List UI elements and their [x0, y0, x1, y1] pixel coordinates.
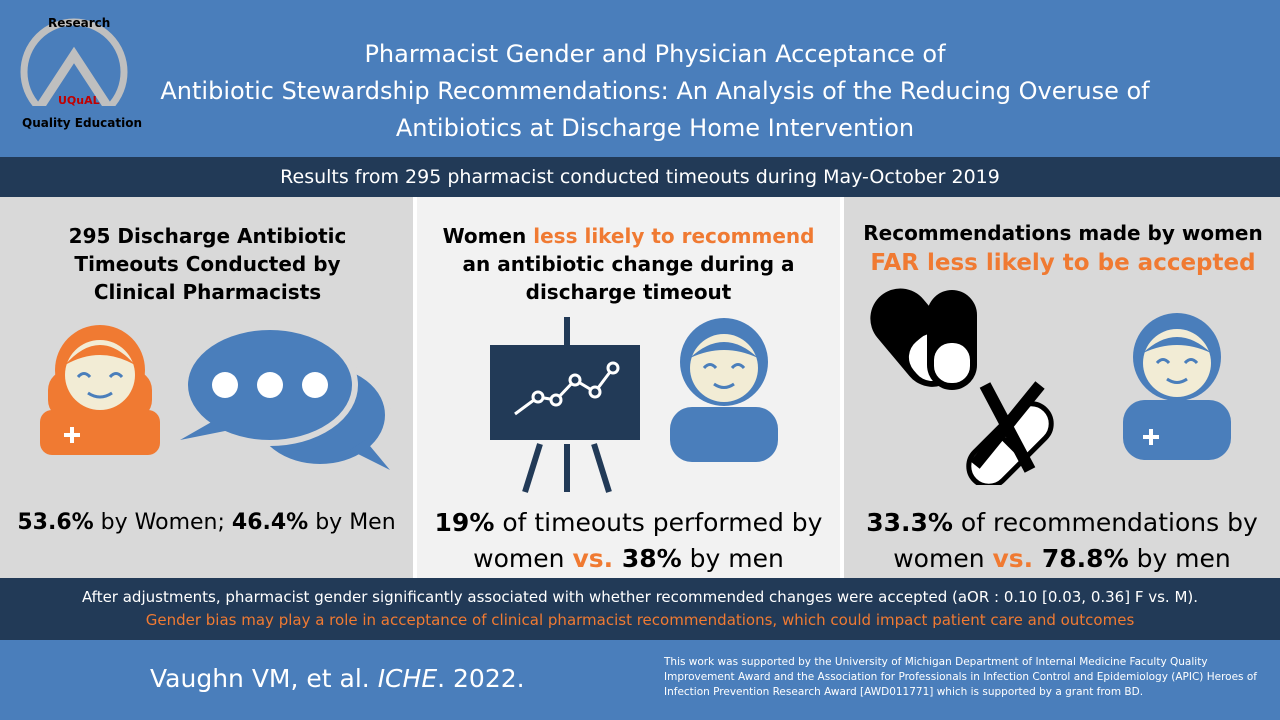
- stat: 46.4%: [231, 510, 309, 535]
- conclusion: After adjustments, pharmacist gender sig…: [0, 578, 1280, 640]
- heading-text: Women: [442, 224, 534, 248]
- title-line: Antibiotic Stewardship Recommendations: …: [160, 77, 1150, 105]
- citation-journal: ICHE: [377, 664, 438, 693]
- logo-bottom: Quality Education: [22, 116, 142, 130]
- citation: Vaughn VM, et al. ICHE. 2022.: [150, 664, 525, 693]
- finding-text: of timeouts performed by women: [473, 508, 823, 573]
- subtitle: Results from 295 pharmacist conducted ti…: [0, 157, 1280, 197]
- panel-finding: 33.3% of recommendations by women vs. 78…: [848, 505, 1276, 577]
- heading-highlight: less likely to recommend: [533, 224, 815, 248]
- versus: vs.: [572, 544, 614, 573]
- stat: 33.3%: [866, 508, 953, 537]
- icons: [490, 317, 778, 493]
- panel-heading: Recommendations made by women FAR less l…: [850, 218, 1276, 278]
- icons: [40, 324, 391, 470]
- logo-top: Research: [48, 16, 111, 30]
- citation-year: . 2022.: [437, 664, 525, 693]
- heading-text: 295 Discharge Antibiotic Timeouts Conduc…: [68, 224, 347, 304]
- title-line: Antibiotics at Discharge Home Interventi…: [395, 114, 915, 142]
- finding-text: by Men: [308, 510, 396, 535]
- panel-heading: Women less likely to recommend an antibi…: [430, 222, 827, 306]
- finding-text: by men: [681, 544, 784, 573]
- title-line: Pharmacist Gender and Physician Acceptan…: [364, 40, 946, 68]
- conclusion-implication: Gender bias may play a role in acceptanc…: [145, 611, 1135, 629]
- stat: 78.8%: [1033, 544, 1129, 573]
- logo-mark: [18, 18, 138, 135]
- panel-finding: 53.6% by Women; 46.4% by Men: [0, 510, 413, 535]
- panel-finding: 19% of timeouts performed by women vs. 3…: [420, 505, 837, 577]
- heading-highlight: FAR less likely to be accepted: [870, 250, 1256, 276]
- heading-text: Recommendations made by women: [863, 221, 1263, 245]
- icons: [870, 288, 1231, 485]
- footer: [0, 640, 1280, 720]
- finding-text: by Women;: [93, 510, 232, 535]
- header: [0, 0, 1280, 157]
- finding-text: of recommendations by women: [893, 508, 1258, 573]
- versus: vs.: [992, 544, 1034, 573]
- citation-authors: Vaughn VM, et al.: [150, 664, 378, 693]
- stat: 38%: [613, 544, 682, 573]
- panel-heading: 295 Discharge Antibiotic Timeouts Conduc…: [60, 222, 355, 306]
- funding: This work was supported by the Universit…: [664, 656, 1257, 698]
- stat: 53.6%: [17, 510, 94, 535]
- title: Pharmacist Gender and Physician Acceptan…: [140, 36, 1170, 147]
- stat: 19%: [434, 508, 495, 537]
- conclusion-text: After adjustments, pharmacist gender sig…: [81, 588, 1199, 606]
- logo-brand: UQuAL: [58, 94, 100, 107]
- heading-text: an antibiotic change during a discharge …: [462, 252, 795, 304]
- finding-text: by men: [1128, 544, 1231, 573]
